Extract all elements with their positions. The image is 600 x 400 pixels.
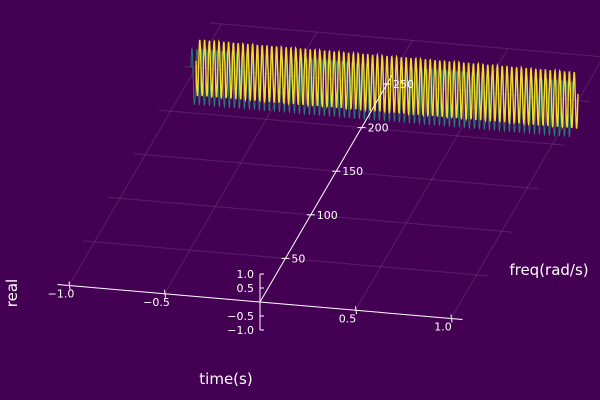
y-axis-title: freq(rad/s)	[509, 261, 588, 279]
x-tick-label: 0.5	[339, 312, 357, 325]
x-tick-mark	[164, 289, 166, 298]
grid-line-freq	[209, 22, 600, 58]
x-tick-label: −0.5	[143, 296, 170, 309]
x-tick-mark	[450, 314, 453, 323]
y-tick-label: 50	[291, 252, 305, 265]
y-tick-label: 100	[317, 209, 338, 222]
x-axis-title: time(s)	[199, 370, 252, 388]
y-tick-label: 200	[368, 122, 389, 135]
z-tick-label: −0.5	[227, 310, 254, 323]
x-tick-mark	[355, 306, 357, 315]
z-axis-title: real	[3, 279, 21, 307]
z-tick-label: 0.5	[237, 282, 255, 295]
y-tick-label: 150	[342, 165, 363, 178]
plot-axes: −1.0−0.50.51.0501001502002501.00.5−0.5−1…	[48, 75, 463, 337]
x-tick-label: −1.0	[48, 288, 75, 301]
y-axis-line	[259, 75, 393, 303]
y-tick-label: 250	[393, 78, 414, 91]
waveform-traces	[190, 39, 579, 138]
x-tick-label: 1.0	[434, 321, 452, 334]
trace-freq-250	[195, 39, 579, 130]
z-tick-label: −1.0	[227, 324, 254, 337]
z-tick-label: 1.0	[237, 268, 255, 281]
x-tick-mark	[68, 281, 71, 290]
